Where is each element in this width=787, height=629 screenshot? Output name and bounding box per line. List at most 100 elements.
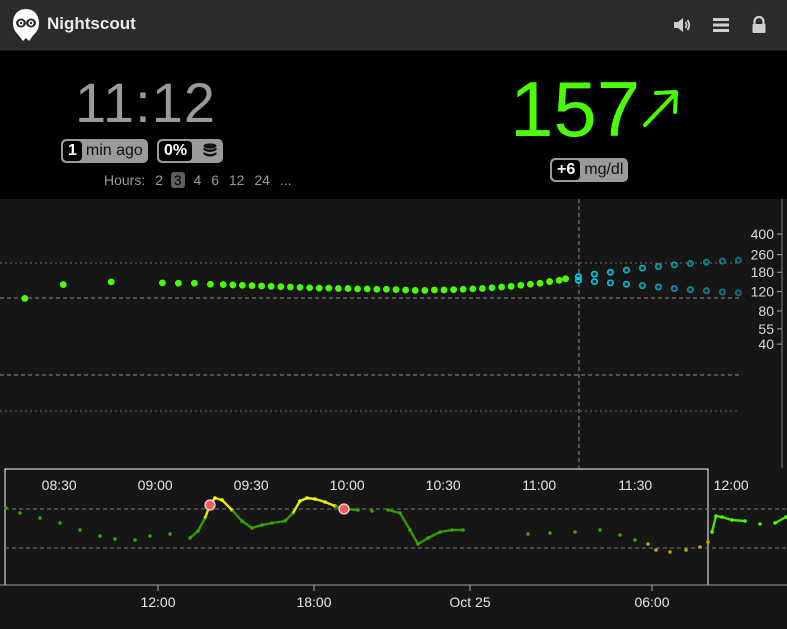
forecast-point <box>718 257 726 265</box>
hours-option-4[interactable]: 4 <box>193 172 202 188</box>
bg-reading-point[interactable] <box>59 281 67 288</box>
bg-reading-point[interactable] <box>287 283 294 291</box>
forecast-point <box>606 279 614 287</box>
forecast-point <box>702 287 710 295</box>
nav-point <box>573 530 577 534</box>
bg-reading-point[interactable] <box>21 295 29 302</box>
app-title: Nightscout <box>47 14 136 33</box>
lock-icon[interactable] <box>748 14 770 36</box>
nav-point <box>684 548 688 552</box>
bg-reading-point[interactable] <box>555 276 563 284</box>
main-x-tick-label: 10:00 <box>330 477 365 493</box>
bg-reading-point[interactable] <box>267 282 275 290</box>
bg-reading-point[interactable] <box>440 286 448 294</box>
bg-reading-point[interactable] <box>277 283 285 291</box>
bg-reading-point[interactable] <box>229 281 237 289</box>
navigator-x-axis: 12:00 18:00 Oct 25 06:00 <box>140 585 670 610</box>
menu-icon[interactable] <box>710 14 732 36</box>
bg-reading-point[interactable] <box>306 284 313 292</box>
bg-reading-point[interactable] <box>527 280 534 288</box>
bg-reading-point[interactable] <box>239 281 246 289</box>
nav-segment <box>398 512 412 531</box>
bg-reading-point[interactable] <box>325 284 333 292</box>
bg-reading-point[interactable] <box>421 287 429 294</box>
bg-reading-point[interactable] <box>479 285 486 292</box>
main-bg-points <box>21 256 742 302</box>
nav-segment <box>261 521 273 527</box>
meter-bg-marker[interactable] <box>204 499 216 511</box>
navigator-chart[interactable]: 08:30 09:00 09:30 10:00 10:30 11:00 11:30 12:00… <box>0 468 787 629</box>
bg-reading-point[interactable] <box>159 279 166 287</box>
last-reading-age-pill: 1 min ago <box>61 139 148 163</box>
delta-pill: +6 mg/dl <box>550 158 629 182</box>
nav-segment <box>221 499 233 511</box>
bg-reading-point[interactable] <box>219 281 227 288</box>
forecast-point <box>734 289 742 297</box>
bg-reading-point[interactable] <box>498 283 505 291</box>
bg-reading-point[interactable] <box>488 284 496 292</box>
main-x-tick-label: 09:00 <box>138 477 173 493</box>
database-icon <box>203 143 217 157</box>
speaker-icon[interactable] <box>671 14 693 36</box>
bg-reading-point[interactable] <box>411 287 419 294</box>
nav-x-tick-label: 12:00 <box>140 594 175 610</box>
hours-option-24[interactable]: 24 <box>254 172 270 188</box>
bg-reading-point[interactable] <box>450 286 457 294</box>
bg-reading-point[interactable] <box>344 285 352 292</box>
bg-reading-point[interactable] <box>383 285 390 293</box>
y-tick-label: 400 <box>751 226 775 242</box>
bg-reading-point[interactable] <box>459 285 467 293</box>
bg-reading-point[interactable] <box>517 281 525 289</box>
nav-segment <box>710 515 718 533</box>
nav-segment <box>189 530 199 539</box>
bg-reading-point[interactable] <box>562 275 569 283</box>
main-x-tick-label: 08:30 <box>42 477 77 493</box>
bg-reading-point[interactable] <box>175 279 182 287</box>
forecast-point <box>654 262 662 270</box>
bg-reading-point[interactable] <box>363 285 371 293</box>
trend-arrow-up-right-icon <box>643 90 678 127</box>
current-time: 11:12 <box>75 71 216 134</box>
bg-reading-point[interactable] <box>507 282 515 290</box>
bg-reading-point[interactable] <box>191 279 198 287</box>
bg-reading-point[interactable] <box>207 280 214 288</box>
bg-reading-point[interactable] <box>392 286 400 294</box>
bg-reading-point[interactable] <box>248 282 256 290</box>
hours-option-6[interactable]: 6 <box>211 172 219 188</box>
hours-selector: Hours: 2 3 4 6 12 24 ... <box>104 172 291 188</box>
battery-value: 0% <box>159 141 193 161</box>
hours-option-more[interactable]: ... <box>279 172 292 188</box>
nav-segment <box>306 496 316 501</box>
bg-reading-point[interactable] <box>536 279 544 287</box>
main-x-tick-label: 12:00 <box>714 477 749 493</box>
y-tick-label: 180 <box>751 264 775 280</box>
nav-point <box>526 532 530 536</box>
bg-reading-point[interactable] <box>107 278 115 286</box>
bg-reading-point[interactable] <box>258 282 265 290</box>
nav-segment <box>721 515 733 522</box>
bg-reading-point[interactable] <box>546 278 553 285</box>
hours-option-2[interactable]: 2 <box>155 172 163 188</box>
nav-x-tick-label: 18:00 <box>296 594 331 610</box>
forecast-point <box>670 285 678 293</box>
ghost-logo-icon[interactable] <box>11 8 41 42</box>
bg-reading-point[interactable] <box>354 285 361 293</box>
nav-point <box>133 538 137 542</box>
nav-segment <box>271 519 286 525</box>
hours-option-3-selected[interactable]: 3 <box>170 172 185 188</box>
bg-reading-point[interactable] <box>373 285 381 293</box>
bg-reading-point[interactable] <box>315 284 323 292</box>
bg-reading-point[interactable] <box>335 285 342 292</box>
nav-segment <box>241 520 253 529</box>
forecast-point <box>718 288 726 296</box>
nav-point <box>38 516 42 520</box>
forecast-point <box>590 270 598 278</box>
bg-reading-point[interactable] <box>296 284 304 291</box>
meter-bg-marker[interactable] <box>338 503 350 515</box>
bg-reading-point[interactable] <box>402 286 409 294</box>
hours-option-12[interactable]: 12 <box>228 172 245 188</box>
bg-reading-point[interactable] <box>469 285 477 293</box>
bg-reading-point[interactable] <box>431 286 438 294</box>
